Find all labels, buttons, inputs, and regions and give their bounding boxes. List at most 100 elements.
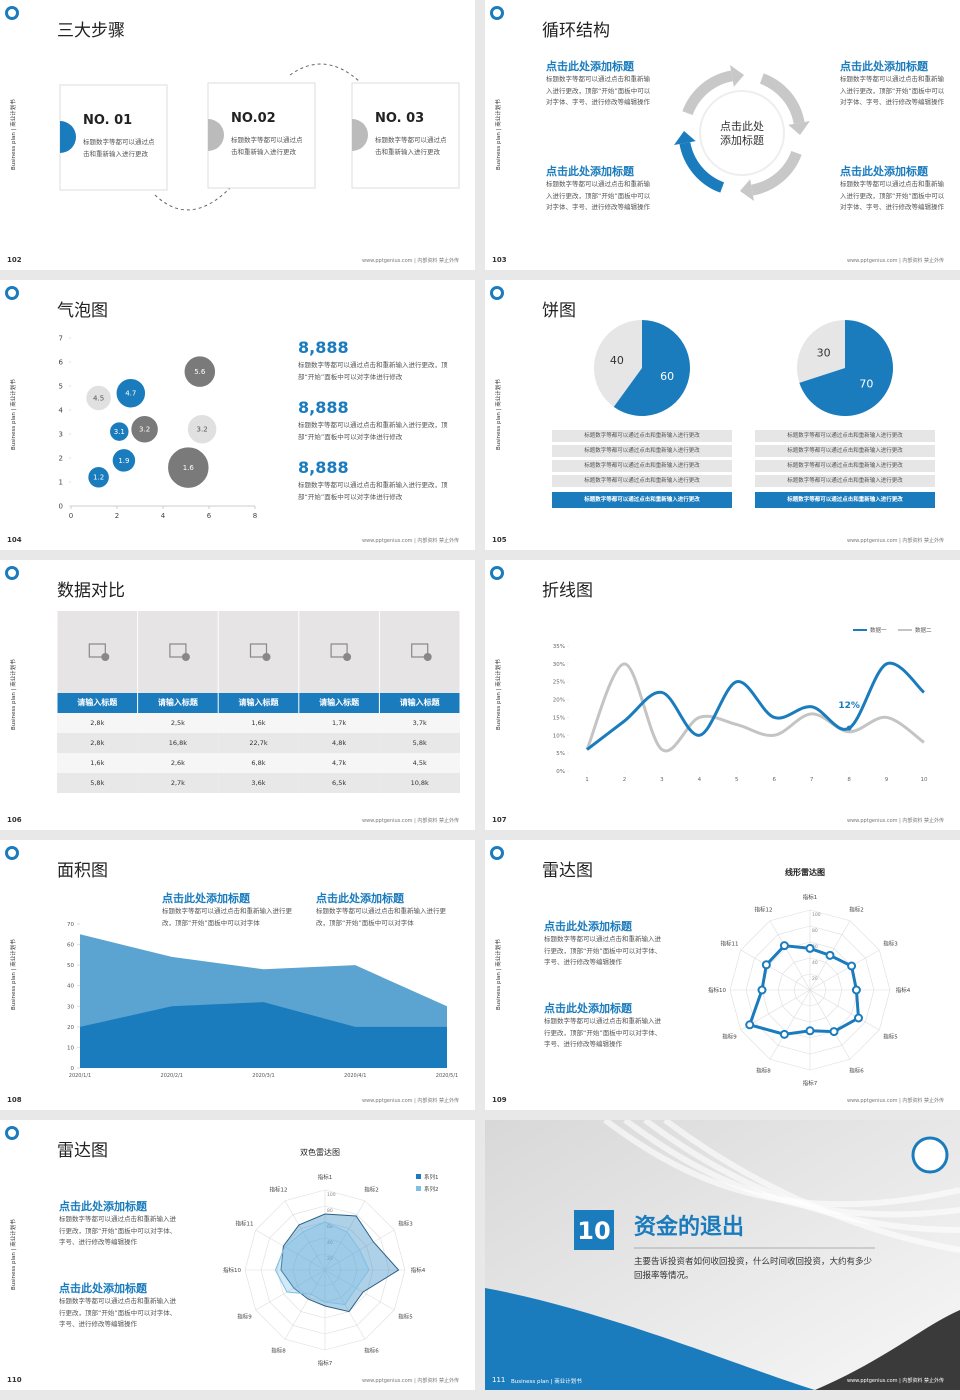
table-cell bbox=[379, 773, 460, 793]
page-number: 109 bbox=[492, 1096, 507, 1104]
y-tick-label: 15% bbox=[553, 715, 565, 721]
y-tick-label: 30 bbox=[67, 1004, 74, 1010]
axis-label: 指标12 bbox=[270, 1185, 288, 1193]
x-tick-label: 7 bbox=[810, 777, 814, 783]
step-text: 标题数字等都可以通过点击和重新输入进行更改 bbox=[231, 136, 303, 156]
r-tick-label: 100 bbox=[327, 1192, 336, 1198]
page-number: 105 bbox=[492, 536, 507, 544]
block-heading: 点击此处添加标题 bbox=[544, 1002, 632, 1015]
page-number: 102 bbox=[7, 256, 22, 264]
r-tick-label: 80 bbox=[812, 928, 818, 934]
block-text: 标题数字等都可以通过点击和重新输入进行更改，顶部“开始”面板中可以对字体、字号、… bbox=[59, 1297, 177, 1329]
slide-title: 雷达图 bbox=[542, 861, 593, 881]
item-text: 标题数字等都可以通过点击和重新输入进行更改，顶部“开始”面板中可以对字体、字号、… bbox=[546, 180, 651, 212]
x-tick-label: 2020/1/1 bbox=[69, 1073, 91, 1079]
footer: www.pptgenius.com | 内部资料 禁止外传 bbox=[846, 818, 944, 824]
logo-inner bbox=[493, 849, 501, 857]
header-text: 请输入标题 bbox=[77, 698, 118, 707]
footer: www.pptgenius.com | 内部资料 禁止外传 bbox=[846, 1098, 944, 1104]
item-text: 标题数字等都可以通过点击和重新输入进行更改，顶部“开始”面板中可以对字体、字号、… bbox=[546, 75, 651, 107]
image-icon bbox=[330, 643, 348, 658]
image-icon-plus bbox=[181, 653, 190, 661]
radar-point bbox=[851, 985, 861, 995]
step-text: 标题数字等都可以通过点击和重新输入进行更改 bbox=[83, 138, 155, 158]
bubble bbox=[111, 447, 137, 474]
y-tick-label: 35% bbox=[553, 644, 565, 650]
cell-text: 6,5k bbox=[332, 779, 347, 787]
cover-curve bbox=[603, 1120, 960, 1208]
cycle-arc bbox=[759, 73, 805, 125]
axis-label: 指标6 bbox=[364, 1347, 379, 1355]
spoke bbox=[809, 989, 851, 1060]
slide-title: 循环结构 bbox=[542, 21, 610, 41]
annotation-dot bbox=[846, 725, 852, 731]
header-cell bbox=[57, 693, 138, 713]
y-tick-label: 0 bbox=[59, 503, 63, 511]
block-text: 标题数字等都可以通过点击和重新输入进行更改，顶部“开始”面板中可以对字体 bbox=[162, 907, 292, 927]
r-tick-label: 40 bbox=[327, 1240, 333, 1246]
step-box bbox=[351, 82, 460, 189]
y-tick-label: 5% bbox=[556, 751, 565, 757]
x-tick-label: 2020/3/1 bbox=[252, 1073, 274, 1079]
side-label: Business plan | 商业计划书 bbox=[496, 939, 502, 1010]
y-tick-label: 10% bbox=[553, 733, 565, 739]
list-row bbox=[755, 492, 935, 508]
footer: www.pptgenius.com | 内部资料 禁止外传 bbox=[361, 538, 459, 544]
image-placeholder bbox=[138, 611, 218, 693]
y-tick-label: 0% bbox=[556, 769, 565, 775]
y-tick-label: 50 bbox=[67, 963, 74, 969]
spoke bbox=[255, 1229, 326, 1271]
radar-point bbox=[825, 950, 835, 960]
slide-graphics: 双色雷达图 20 40 60 80 100 指标1 指标2 指标3 指标4 指标5 指标6 指标7 指标8… bbox=[5, 1126, 439, 1367]
spoke bbox=[769, 989, 811, 1060]
slide: 10 资金的退出 主要告诉投资者如何收回投资，什么时间收回投资，大约有多少回报率等情… bbox=[485, 1120, 960, 1390]
logo-inner bbox=[8, 569, 16, 577]
list-text: 标题数字等都可以通过点击和重新输入进行更改 bbox=[584, 478, 700, 484]
y-tick-label: 25% bbox=[553, 680, 565, 686]
r-tick-label: 20 bbox=[812, 976, 818, 982]
axis-label: 指标5 bbox=[883, 1033, 898, 1041]
footer: www.pptgenius.com | 内部资料 禁止外传 bbox=[361, 818, 459, 824]
logo-inner bbox=[493, 9, 501, 17]
list-row bbox=[552, 492, 732, 508]
axis-label: 指标11 bbox=[235, 1220, 253, 1228]
y-tick-label: 70 bbox=[67, 922, 74, 928]
stat-text: 标题数字等都可以通过点击和重新输入进行更改，顶部“开始”面板中可以对字体进行修改 bbox=[298, 361, 448, 381]
block-heading: 点击此处添加标题 bbox=[162, 892, 250, 905]
cover-curve bbox=[663, 1120, 960, 1253]
block-text: 标题数字等都可以通过点击和重新输入进行更改，顶部“开始”面板中可以对字体 bbox=[316, 907, 446, 927]
header-text: 请输入标题 bbox=[399, 698, 440, 707]
item-heading: 点击此处添加标题 bbox=[546, 60, 634, 73]
radar-point bbox=[847, 961, 857, 971]
bubble bbox=[84, 384, 113, 412]
y-tick-label: 30% bbox=[553, 662, 565, 668]
image-icon-plus bbox=[101, 653, 110, 661]
page-number: 104 bbox=[7, 536, 22, 544]
image-icon bbox=[169, 643, 187, 658]
table-cell bbox=[57, 733, 138, 753]
page-number: 107 bbox=[492, 816, 507, 824]
section-number: 10 bbox=[577, 1217, 610, 1245]
side-label: Business plan | 商业计划书 bbox=[496, 379, 502, 450]
list-row bbox=[552, 475, 732, 487]
slide-graphics bbox=[5, 566, 460, 793]
x-tick-label: 10 bbox=[921, 777, 928, 783]
slide: 线形雷达图 20 40 60 80 100 指标1 指标2 指标3 指标4 指标5 指标6 指标7 指标8… bbox=[485, 840, 960, 1110]
slide-graphics: 0 10 20 30 40 50 60 70 2020/1/1 2020/2/1 2020/3/1 2… bbox=[5, 846, 458, 1079]
table-cell bbox=[218, 753, 299, 773]
cell-text: 2,7k bbox=[170, 779, 185, 787]
footer: www.pptgenius.com | 内部资料 禁止外传 bbox=[361, 258, 459, 264]
slide-title: 折线图 bbox=[542, 581, 593, 601]
spoke bbox=[324, 1269, 395, 1311]
radar-point bbox=[805, 943, 815, 953]
cycle-arc bbox=[679, 141, 725, 193]
axis-label: 指标1 bbox=[318, 1173, 333, 1181]
slide: 双色雷达图 20 40 60 80 100 指标1 指标2 指标3 指标4 指标5 指标6 指标7 指标8… bbox=[0, 1120, 475, 1390]
axis-label: 指标9 bbox=[237, 1313, 252, 1321]
cell-text: 22,7k bbox=[249, 739, 268, 747]
image-icon-plus bbox=[423, 653, 432, 661]
axis-label: 指标4 bbox=[411, 1266, 426, 1274]
side-label: Business plan | 商业计划书 bbox=[11, 99, 17, 170]
side-label: Business plan | 商业计划书 bbox=[496, 659, 502, 730]
legend-label: 数据二 bbox=[915, 626, 932, 634]
